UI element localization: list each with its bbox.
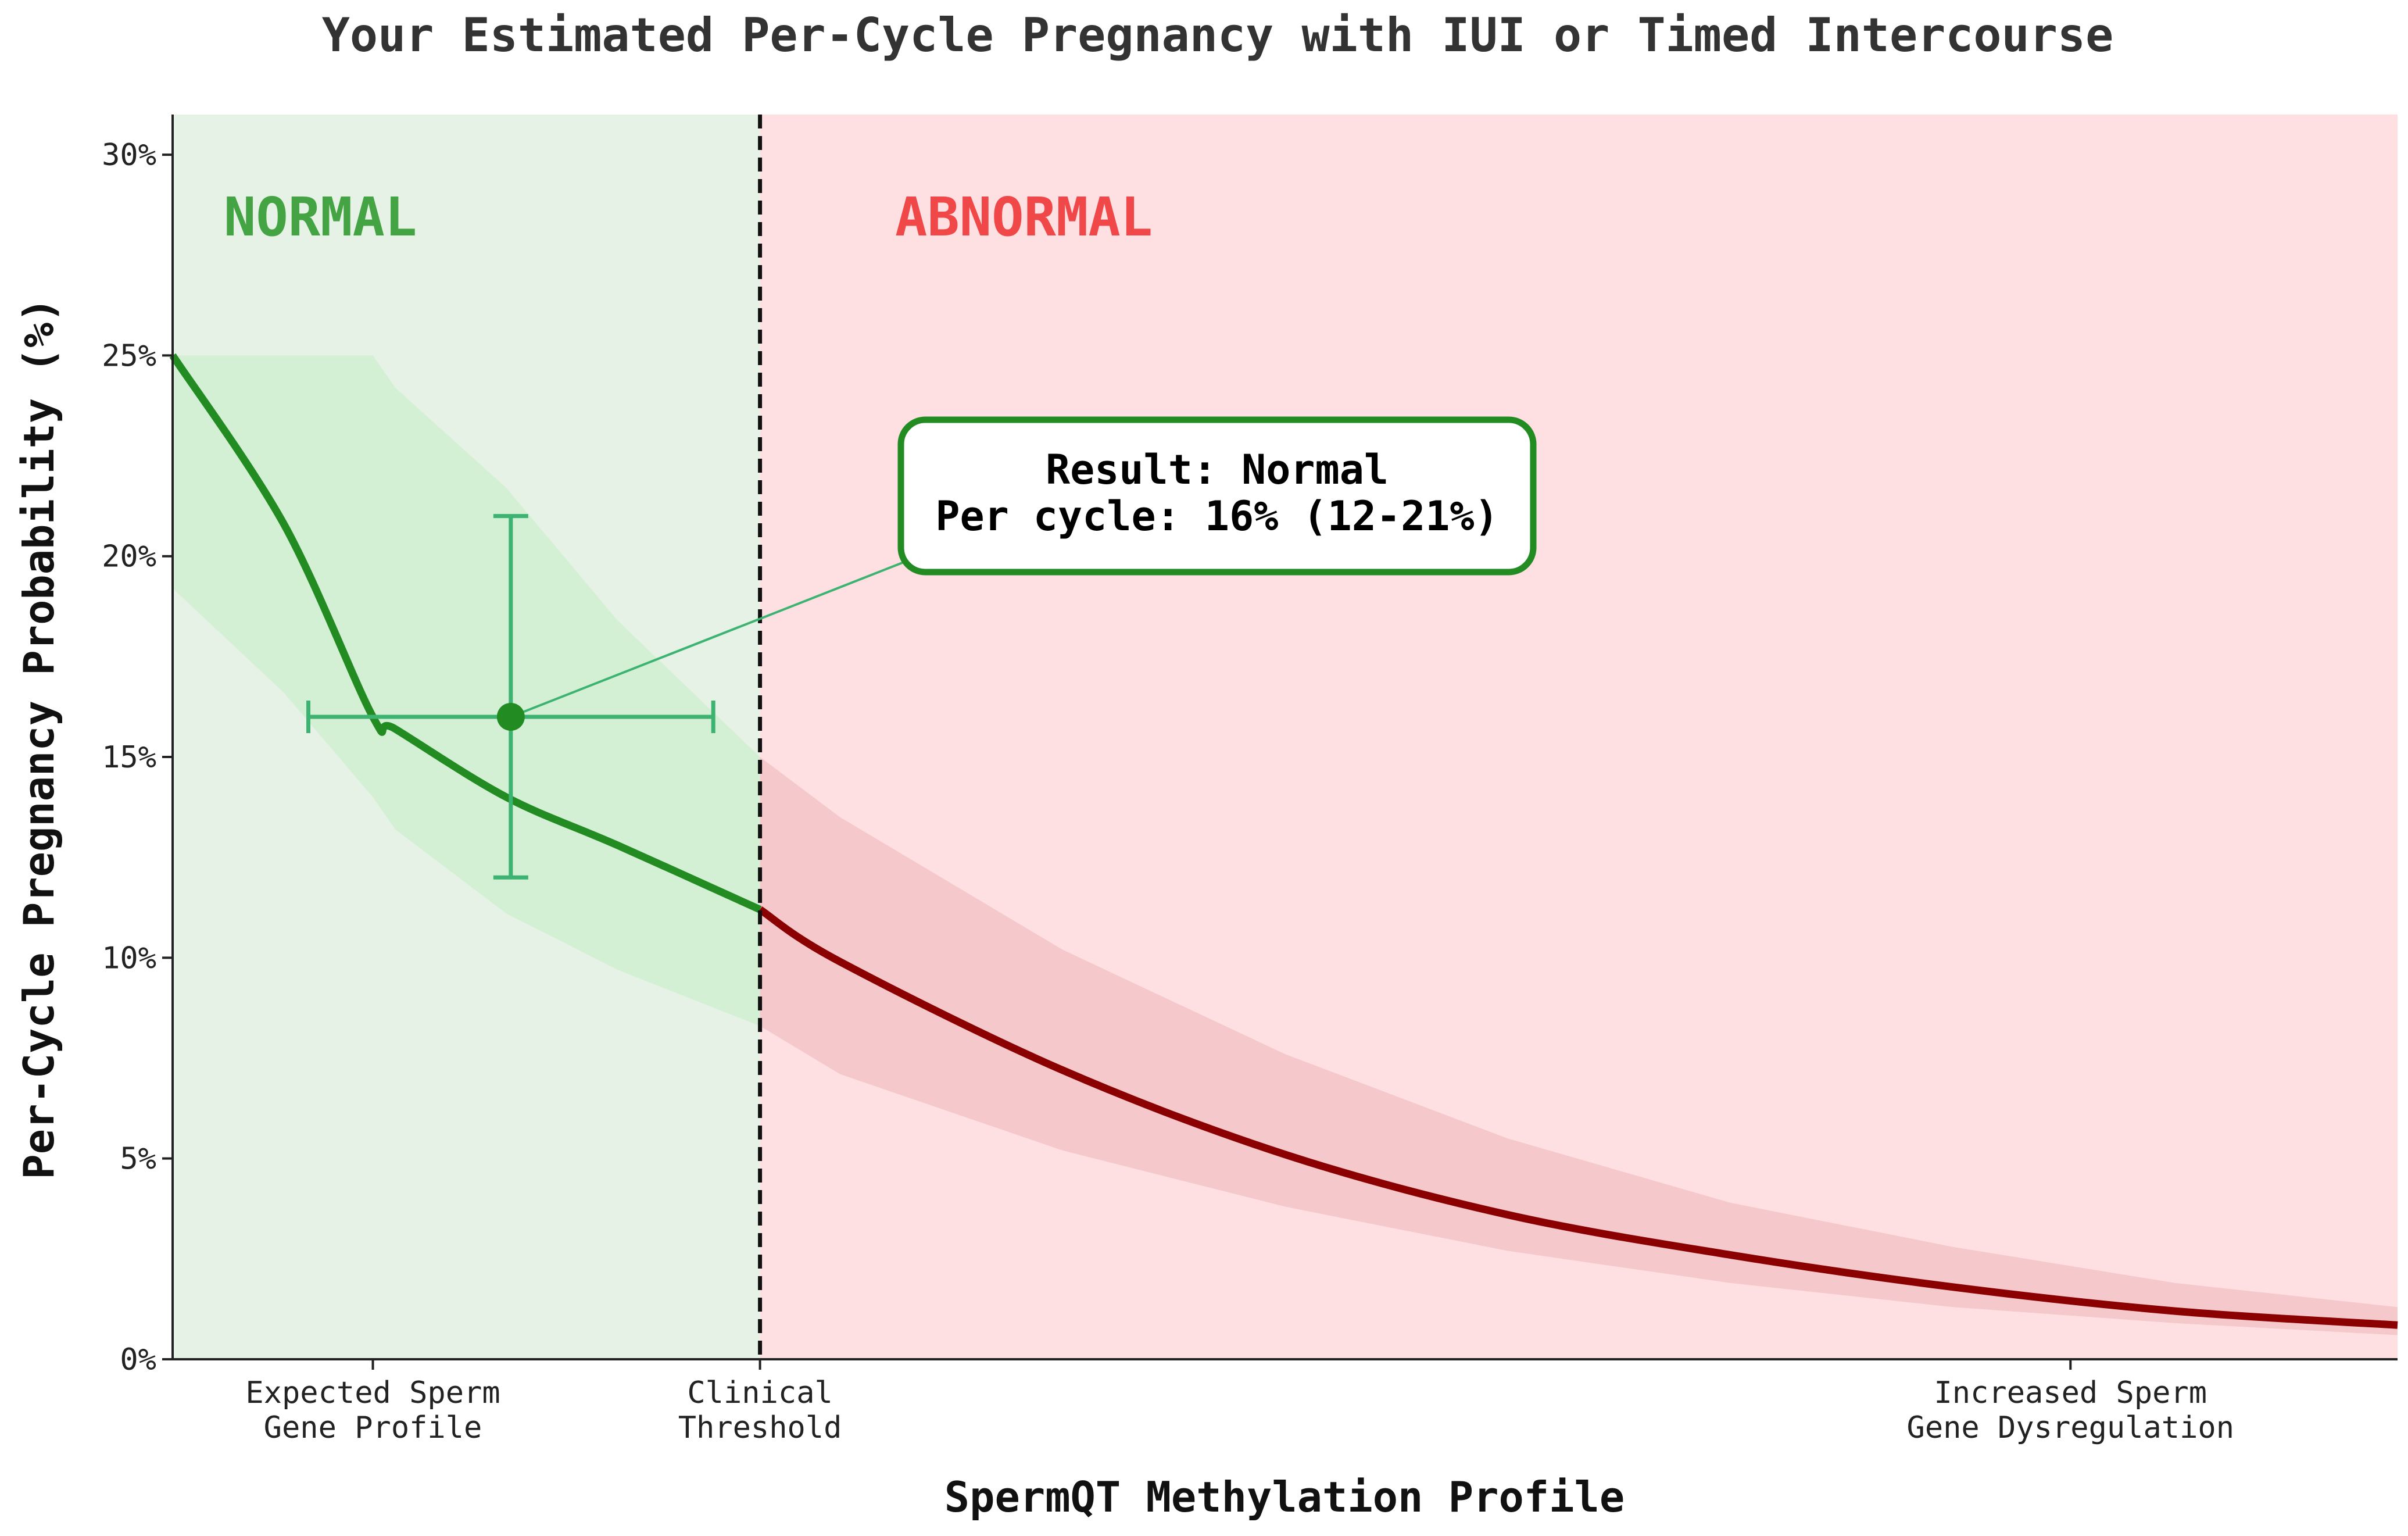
y-tick-label: 10% [102,941,156,976]
annotation-line1: Result: Normal [1046,446,1389,494]
result-marker [306,514,907,880]
x-tick-label: Gene Profile [264,1410,482,1445]
confidence-band-abnormal [760,757,2398,1335]
x-tick-label: Increased Sperm [1934,1376,2207,1410]
annotation-connector [510,560,907,718]
y-tick-label: 25% [102,338,156,373]
region-backgrounds [173,115,2398,1359]
probability-curve [169,353,2398,1329]
y-tick-label: 0% [120,1342,156,1377]
annotation-line2: Per cycle: 16% (12-21%) [935,492,1498,540]
confidence-bands [173,355,2398,1335]
chart-title: Your Estimated Per-Cycle Pregnancy with … [322,8,2114,62]
curve-abnormal-segment [757,906,2398,1329]
region-abnormal [760,115,2398,1359]
result-annotation: Result: Normal Per cycle: 16% (12-21%) [897,416,1537,576]
confidence-band-normal [173,355,760,1026]
x-tick-label: Gene Dysregulation [1907,1410,2235,1445]
y-tick-label: 20% [102,540,156,574]
region-label-abnormal: ABNORMAL [895,186,1153,248]
y-tick-label: 30% [102,138,156,173]
y-tick-label: 15% [102,740,156,775]
y-tick-label: 5% [120,1142,156,1177]
annotation-box [897,416,1537,576]
x-axis-label: SpermQT Methylation Profile [944,1473,1625,1521]
x-tick-label: Clinical [687,1376,832,1410]
result-point [496,702,525,731]
x-tick-label: Expected Sperm [245,1376,500,1410]
curve-normal-segment [169,353,762,913]
y-axis-label: Per-Cycle Pregnancy Probability (%) [15,297,63,1179]
region-label-normal: NORMAL [224,186,417,248]
x-tick-label: Threshold [678,1410,842,1445]
